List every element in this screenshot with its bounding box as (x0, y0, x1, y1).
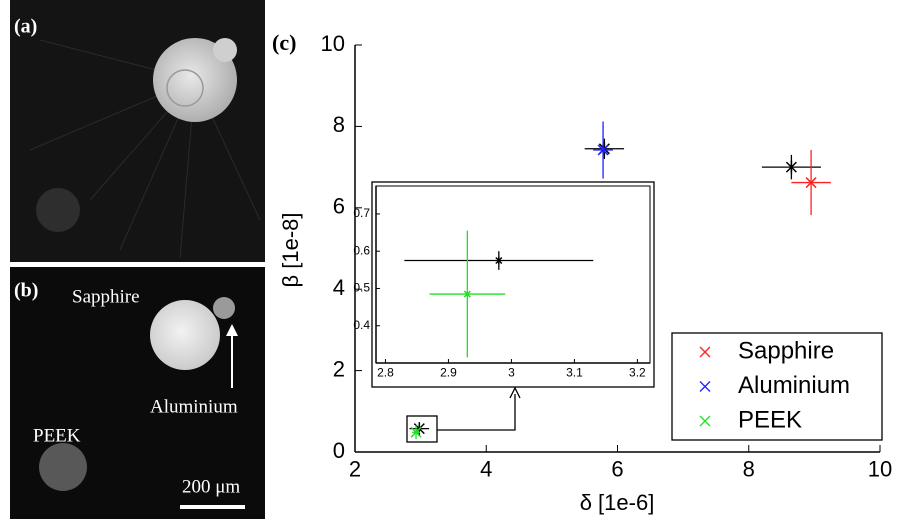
x-axis-label: δ [1e-6] (580, 490, 655, 515)
scale-bar-label: 200 μm (182, 476, 240, 497)
inset-frame (371, 181, 655, 388)
zoom-arrow-head (509, 386, 521, 399)
y-tick-label: 2 (333, 356, 345, 381)
image-b (10, 267, 265, 519)
marker (495, 256, 503, 265)
y-tick-label: 0.6 (353, 243, 370, 257)
y-tick-label: 8 (333, 112, 345, 137)
zoom-arrow (437, 394, 516, 431)
panel-label: (a) (14, 16, 37, 38)
x-tick-label: 3.2 (629, 365, 646, 379)
y-tick-label: 10 (321, 31, 345, 56)
marker (805, 177, 817, 189)
legend-marker (699, 346, 711, 358)
marker (463, 290, 471, 298)
y-tick-label: 0.4 (353, 318, 370, 332)
image-a (10, 0, 265, 262)
legend-marker (699, 415, 711, 427)
x-tick-label: 3.1 (566, 365, 583, 379)
marker (597, 144, 609, 156)
legend-marker (699, 381, 711, 392)
annotation: Aluminium (150, 396, 238, 417)
x-tick-label: 4 (480, 457, 492, 482)
y-axis-label: β [1e-8] (278, 212, 303, 287)
annotation: Sapphire (72, 286, 140, 307)
y-tick-label: 0.7 (353, 206, 370, 220)
y-tick-label: 4 (333, 275, 345, 300)
x-tick-label: 2.8 (377, 365, 394, 379)
panel-label: (c) (272, 30, 296, 55)
x-tick-label: 2 (349, 457, 361, 482)
y-tick-label: 6 (333, 194, 345, 219)
zoom-box (406, 415, 438, 443)
legend-label: Aluminium (738, 372, 850, 399)
legend-label: PEEK (738, 406, 802, 433)
x-tick-label: 8 (743, 457, 755, 482)
marker (410, 426, 422, 438)
x-tick-label: 2.9 (440, 365, 457, 379)
y-tick-label: 0.5 (353, 281, 370, 295)
annotation: PEEK (33, 425, 81, 446)
y-tick-label: 0 (333, 438, 345, 463)
panel-label: (b) (14, 280, 38, 302)
marker (785, 160, 797, 174)
x-tick-label: 3 (508, 365, 515, 379)
x-tick-label: 10 (868, 457, 892, 482)
x-tick-label: 6 (611, 457, 623, 482)
legend-label: Sapphire (738, 337, 834, 364)
